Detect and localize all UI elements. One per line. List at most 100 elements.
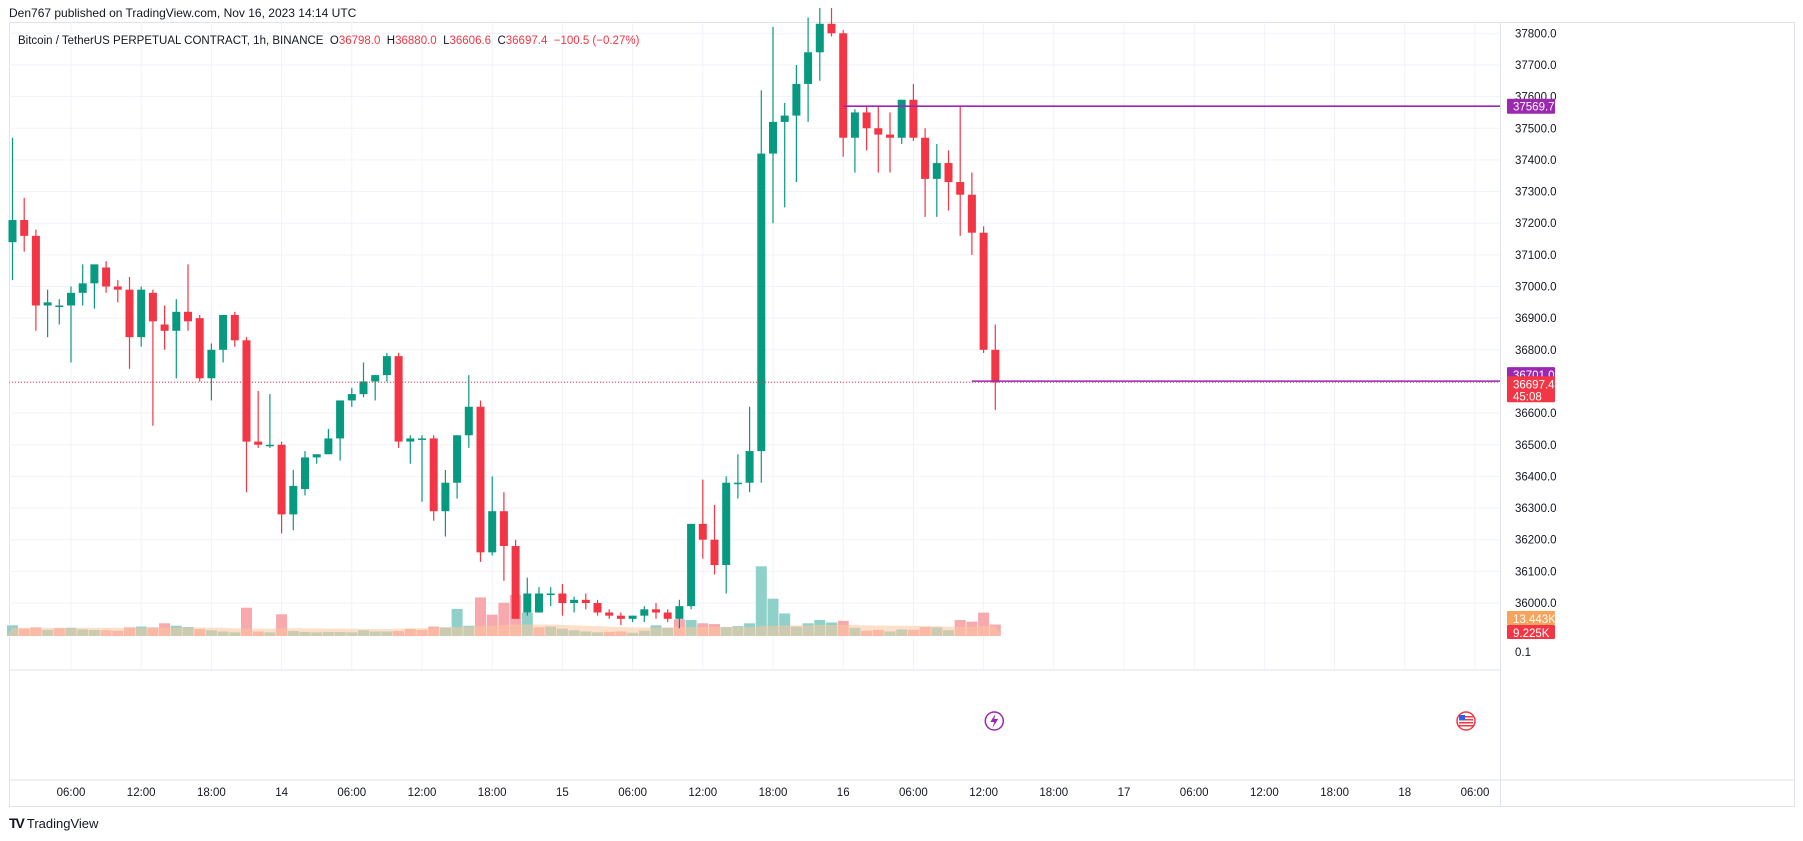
last-price-badge-text: 45:08 bbox=[1513, 391, 1542, 403]
volume-bar bbox=[521, 612, 533, 636]
candle-body bbox=[874, 128, 883, 135]
time-tick-label: 06:00 bbox=[618, 787, 647, 799]
chart-frame[interactable] bbox=[9, 22, 1795, 807]
lightning-icon-glyph bbox=[990, 714, 999, 728]
volume-badge bbox=[1507, 625, 1555, 639]
time-tick-label: 18:00 bbox=[197, 787, 226, 799]
price-tick-label: 36200.0 bbox=[1515, 535, 1557, 547]
time-tick-label: 14 bbox=[275, 787, 288, 799]
candle-body bbox=[967, 194, 976, 233]
time-tick-label: 12:00 bbox=[408, 787, 437, 799]
legend-ohlc: O36798.0 H36880.0 L36606.6 C36697.4 −100… bbox=[329, 35, 640, 47]
candle-body bbox=[780, 115, 789, 122]
time-tick-label: 06:00 bbox=[337, 787, 366, 799]
candle-body bbox=[20, 220, 29, 236]
candle-body bbox=[921, 137, 930, 179]
lightning-icon bbox=[984, 711, 1005, 731]
volume-bar bbox=[978, 612, 990, 636]
tradingview-logo-text: TradingView bbox=[26, 815, 99, 831]
candle-body bbox=[254, 441, 263, 445]
candle-body bbox=[593, 603, 602, 613]
volume-bar bbox=[486, 614, 498, 636]
candle-body bbox=[722, 482, 731, 566]
candle-body bbox=[944, 163, 953, 183]
price-tick-label: 37300.0 bbox=[1515, 187, 1557, 199]
candle-body bbox=[956, 182, 965, 195]
candle-body bbox=[932, 163, 941, 179]
volume-axis-label: 0.1 bbox=[1515, 647, 1531, 659]
candle-body bbox=[265, 444, 274, 447]
candle-body bbox=[359, 381, 368, 395]
tradingview-logo[interactable]: TV TradingView bbox=[9, 815, 98, 831]
candle-body bbox=[301, 457, 309, 490]
time-tick-label: 18:00 bbox=[1039, 787, 1068, 799]
candle-body bbox=[827, 23, 836, 34]
candle-body bbox=[862, 112, 871, 129]
us-flag-canton bbox=[1459, 715, 1465, 720]
candle-body bbox=[535, 593, 543, 613]
price-tick-label: 37000.0 bbox=[1515, 282, 1557, 294]
candle-body bbox=[839, 33, 848, 138]
price-tick-label: 37500.0 bbox=[1515, 123, 1557, 135]
level-badge bbox=[1507, 98, 1555, 114]
candle-body bbox=[219, 314, 228, 350]
candle-body bbox=[804, 52, 813, 84]
candle-body bbox=[195, 318, 204, 379]
time-tick-label: 18:00 bbox=[1320, 787, 1349, 799]
candle-body bbox=[897, 99, 906, 138]
price-tick-label: 36500.0 bbox=[1515, 440, 1557, 452]
candle-body bbox=[991, 349, 1000, 383]
time-tick-label: 12:00 bbox=[1250, 787, 1279, 799]
candle-body bbox=[464, 406, 473, 436]
candle-body bbox=[979, 232, 988, 350]
volume-ma-badge-text: 13.443K bbox=[1513, 614, 1556, 626]
candle-body bbox=[78, 283, 87, 293]
candle-body bbox=[815, 23, 824, 53]
candle-body bbox=[675, 606, 684, 619]
time-tick-label: 16 bbox=[837, 787, 850, 799]
candle-body bbox=[488, 511, 497, 553]
candle-body bbox=[546, 593, 555, 596]
candle-body bbox=[476, 406, 485, 553]
candle-body bbox=[172, 311, 181, 331]
candle-body bbox=[511, 546, 520, 619]
candle-body bbox=[148, 292, 157, 322]
level-badge-text: 37569.7 bbox=[1513, 102, 1555, 114]
candle-body bbox=[429, 438, 438, 512]
price-tick-label: 36000.0 bbox=[1515, 598, 1557, 610]
candle-body bbox=[406, 438, 415, 442]
candle-body bbox=[160, 324, 169, 331]
candle-body bbox=[663, 612, 672, 619]
candle-body bbox=[581, 599, 590, 603]
candle-body bbox=[850, 112, 859, 138]
candle-body bbox=[312, 454, 321, 458]
candle-body bbox=[8, 220, 17, 243]
candle-body bbox=[289, 485, 298, 515]
candle-body bbox=[652, 609, 660, 613]
candle-body bbox=[277, 444, 286, 515]
candle-body bbox=[31, 235, 40, 306]
price-tick-label: 36800.0 bbox=[1515, 345, 1557, 357]
price-tick-label: 37800.0 bbox=[1515, 28, 1557, 40]
candle-body bbox=[90, 264, 99, 284]
price-tick-label: 36600.0 bbox=[1515, 408, 1557, 420]
publish-line: Den767 published on TradingView.com, Nov… bbox=[9, 6, 357, 20]
candle-body bbox=[909, 99, 918, 138]
candle-body bbox=[745, 451, 754, 483]
candle-body bbox=[242, 340, 251, 442]
candle-body bbox=[769, 121, 777, 154]
candle-body bbox=[324, 438, 333, 455]
candle-body bbox=[336, 400, 345, 439]
legend-high: 36880.0 bbox=[395, 35, 437, 47]
candle-body bbox=[347, 394, 356, 401]
candle-body bbox=[792, 83, 801, 116]
time-tick-label: 15 bbox=[556, 787, 569, 799]
candle-body bbox=[441, 482, 450, 512]
candle-body bbox=[710, 539, 719, 566]
volume-badge-text: 9.225K bbox=[1513, 628, 1550, 640]
volume-ma-badge bbox=[1507, 611, 1555, 625]
candle-body bbox=[382, 356, 391, 376]
us-flag-stripe bbox=[1459, 716, 1473, 718]
candle-body bbox=[67, 292, 75, 306]
